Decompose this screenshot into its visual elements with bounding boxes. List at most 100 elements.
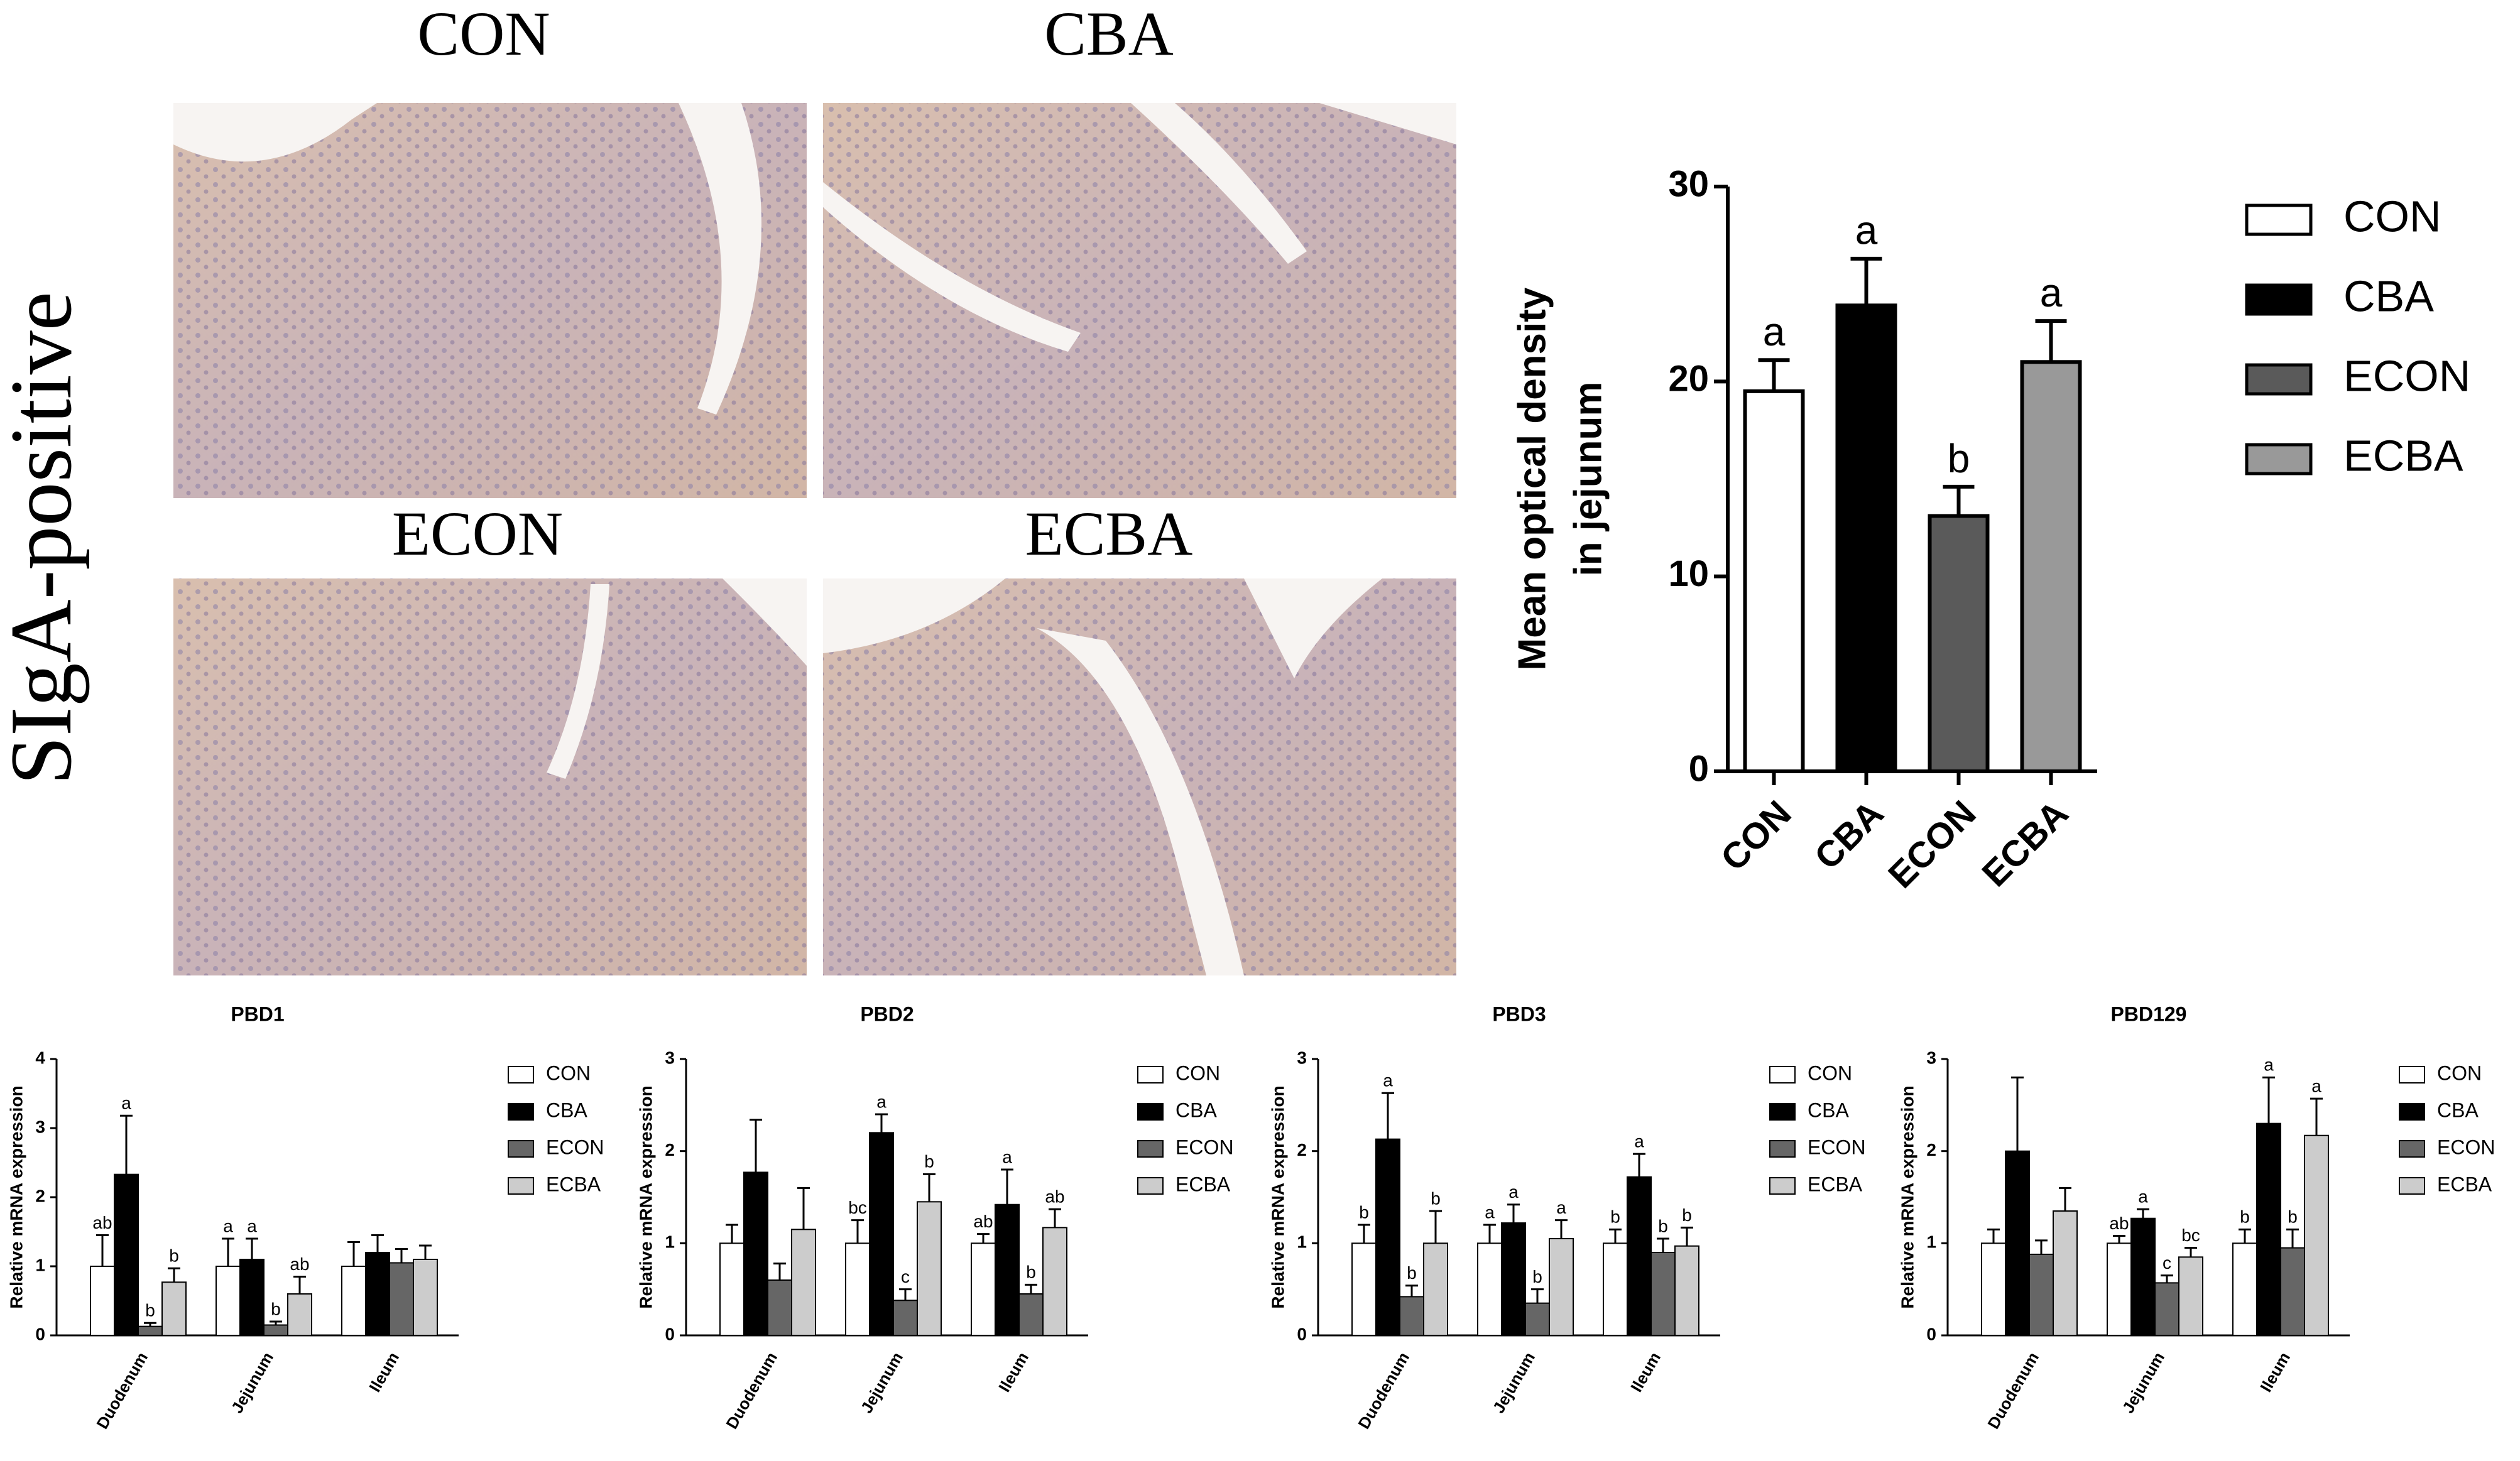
chart-title: PBD129 — [2111, 1002, 2187, 1025]
micrograph — [173, 103, 807, 498]
y-tick-label: 0 — [665, 1324, 675, 1344]
significance-letter: a — [121, 1094, 131, 1113]
bar — [287, 1293, 312, 1336]
y-tick-label: 4 — [35, 1048, 45, 1067]
bar — [1743, 389, 1805, 773]
legend-label: CON — [546, 1062, 591, 1084]
y-tick-label: 20 — [1668, 359, 1709, 399]
bar — [2154, 1282, 2179, 1337]
legend-label: CON — [2437, 1062, 2482, 1084]
y-tick-label: 1 — [665, 1232, 675, 1252]
bar — [917, 1201, 942, 1337]
bar — [114, 1173, 139, 1336]
bar — [2178, 1256, 2203, 1337]
y-tick-label: 10 — [1668, 553, 1709, 594]
micrographs — [173, 103, 1456, 975]
bar — [1549, 1238, 1574, 1336]
significance-letter: a — [1508, 1182, 1519, 1202]
significance-letter: b — [271, 1299, 281, 1318]
significance-letter: a — [1634, 1131, 1644, 1151]
bar — [869, 1132, 894, 1337]
legend-label: ECON — [1808, 1136, 1865, 1158]
legend-label: CBA — [2437, 1099, 2479, 1121]
y-tick-label: 3 — [1926, 1048, 1936, 1067]
legend-swatch — [2399, 1066, 2425, 1084]
y-tick-label: 0 — [35, 1324, 45, 1344]
bar — [1835, 303, 1897, 773]
legend-swatch — [2245, 204, 2313, 236]
significance-letter: c — [2163, 1253, 2171, 1273]
significance-letter: a — [1855, 208, 1878, 253]
bar — [1042, 1227, 1067, 1337]
significance-letter: ab — [1045, 1187, 1064, 1206]
significance-letter: a — [2311, 1076, 2321, 1095]
legend-label: CON — [1175, 1062, 1220, 1084]
legend-swatch — [1137, 1066, 1164, 1084]
bar — [2029, 1253, 2054, 1337]
bar — [1399, 1296, 1424, 1336]
significance-letter: b — [2288, 1207, 2298, 1227]
legend-swatch — [2245, 443, 2313, 475]
significance-letter: bc — [2181, 1225, 2200, 1245]
legend-label: CBA — [2343, 271, 2434, 320]
significance-letter: b — [1658, 1216, 1668, 1236]
bar — [1375, 1138, 1400, 1336]
legend-label: CBA — [1175, 1099, 1217, 1121]
legend-swatch — [1769, 1177, 1796, 1195]
significance-letter: c — [901, 1267, 910, 1286]
legend-swatch — [1769, 1140, 1796, 1158]
bar — [971, 1242, 996, 1337]
significance-letter: ab — [2109, 1214, 2129, 1233]
significance-letter: b — [1682, 1205, 1692, 1225]
significance-letter: b — [1431, 1188, 1441, 1208]
bar — [2005, 1150, 2030, 1336]
bar — [263, 1324, 288, 1336]
bar — [239, 1259, 265, 1336]
y-axis-label: Relative mRNA expression — [1268, 1085, 1287, 1308]
y-tick-label: 0 — [1926, 1324, 1936, 1344]
significance-letter: a — [2040, 270, 2063, 315]
significance-letter: ab — [92, 1213, 112, 1232]
micrograph — [173, 578, 807, 975]
row-label: SIgA-positive — [0, 291, 90, 785]
bar — [365, 1252, 390, 1336]
image-label: ECON — [392, 499, 563, 568]
legend-label: ECON — [2437, 1136, 2495, 1158]
legend-swatch — [2245, 283, 2313, 316]
y-axis-label: Relative mRNA expression — [1897, 1085, 1917, 1308]
significance-letter: a — [223, 1216, 233, 1236]
y-tick-label: 2 — [665, 1140, 675, 1160]
bar — [2304, 1134, 2329, 1336]
legend-label: ECON — [1175, 1136, 1233, 1158]
image-label: CBA — [1044, 0, 1174, 68]
bar — [845, 1242, 870, 1337]
bar — [719, 1242, 745, 1337]
legend-swatch — [2399, 1140, 2425, 1158]
y-axis-label: Mean optical density — [1510, 287, 1554, 670]
y-tick-label: 30 — [1668, 163, 1709, 204]
significance-letter: b — [1026, 1263, 1036, 1282]
bar — [767, 1279, 792, 1336]
chart-title: PBD2 — [860, 1002, 914, 1025]
significance-letter: a — [247, 1216, 257, 1236]
bar — [2130, 1217, 2156, 1336]
bar — [791, 1229, 816, 1337]
significance-letter: a — [1556, 1198, 1566, 1217]
legend-label: ECBA — [1175, 1173, 1231, 1195]
y-tick-label: 3 — [665, 1048, 675, 1067]
y-tick-label: 1 — [35, 1255, 45, 1274]
significance-letter: ab — [973, 1212, 993, 1231]
y-axis-label: in jejunum — [1566, 382, 1610, 577]
bar — [893, 1300, 918, 1336]
legend-label: CON — [2343, 192, 2441, 241]
chart-title: PBD3 — [1492, 1002, 1546, 1025]
chart-title: PBD1 — [231, 1002, 284, 1025]
image-label: CON — [417, 0, 550, 68]
bar — [90, 1266, 115, 1336]
legend-label: ECBA — [1808, 1173, 1863, 1195]
legend-swatch — [508, 1066, 534, 1084]
legend-label: ECBA — [546, 1173, 601, 1195]
bar — [743, 1171, 768, 1337]
bar — [2256, 1122, 2281, 1336]
